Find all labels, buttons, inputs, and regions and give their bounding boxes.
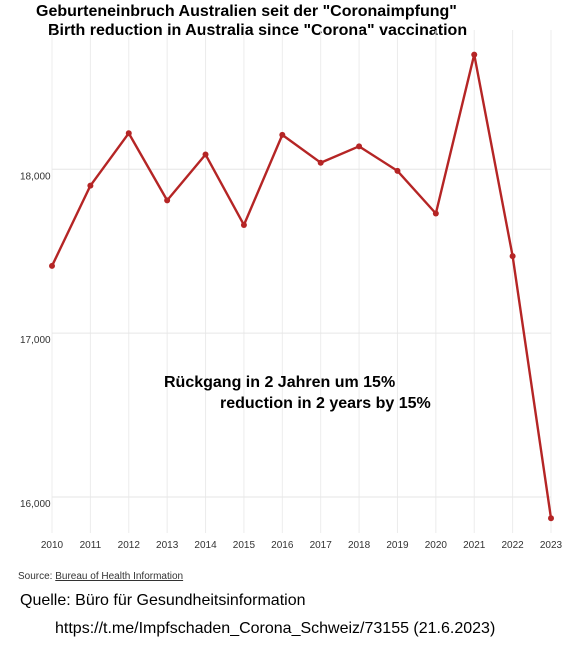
data-point (432, 210, 439, 217)
data-point (125, 130, 132, 137)
x-tick-label: 2013 (156, 540, 179, 551)
x-tick-label: 2016 (271, 540, 294, 551)
x-tick-label: 2010 (41, 540, 64, 551)
x-tick-label: 2022 (501, 540, 524, 551)
chart-subtitle: Birth reduction in Australia since "Coro… (48, 22, 468, 39)
x-tick-label: 2014 (194, 540, 217, 551)
x-tick-label: 2020 (425, 540, 448, 551)
x-tick-label: 2015 (233, 540, 256, 551)
data-point (164, 197, 171, 204)
y-tick-label: 18,000 (20, 171, 51, 182)
annotation-german: Rückgang in 2 Jahren um 15% (164, 374, 396, 391)
y-tick-label: 16,000 (20, 499, 51, 510)
data-point (279, 131, 286, 138)
source-url: https://t.me/Impfschaden_Corona_Schweiz/… (55, 620, 496, 637)
source-link[interactable]: Bureau of Health Information (55, 571, 184, 582)
data-point (548, 515, 554, 522)
source-line: Source: Bureau of Health Information (18, 571, 183, 582)
x-tick-label: 2021 (463, 540, 486, 551)
data-point (394, 167, 401, 174)
data-point (509, 253, 516, 260)
data-point (240, 221, 247, 228)
quelle-text: Quelle: Büro für Gesundheitsinformation (20, 592, 306, 609)
x-tick-label: 2019 (386, 540, 409, 551)
data-point (49, 262, 55, 269)
data-point (202, 151, 209, 158)
line-chart: 2010 2011 2012 2013 2014 2015 2016 2017 2018 2019… (20, 30, 563, 551)
annotation-english: reduction in 2 years by 15% (220, 395, 431, 412)
x-tick-label: 2012 (118, 540, 141, 551)
data-point (317, 159, 324, 166)
x-tick-label: 2017 (310, 540, 333, 551)
source-label: Source: (18, 571, 53, 582)
data-point (356, 143, 363, 150)
series-line (50, 53, 553, 519)
data-point (471, 51, 478, 58)
y-tick-label: 17,000 (20, 335, 51, 346)
data-point (87, 182, 94, 189)
x-tick-label: 2018 (348, 540, 371, 551)
x-tick-label: 2023 (540, 540, 563, 551)
x-tick-label: 2011 (80, 540, 102, 551)
chart-title: Geburteneinbruch Australien seit der "Co… (36, 3, 457, 20)
